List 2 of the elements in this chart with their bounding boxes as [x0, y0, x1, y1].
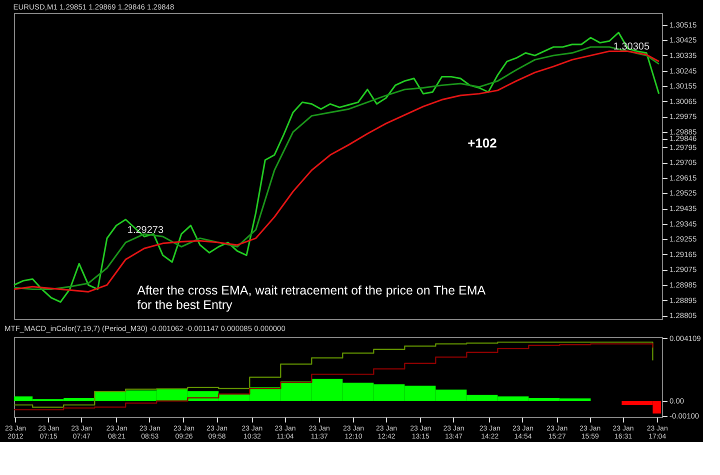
annotation: After the cross EMA, wait retracement of the price on The EMA for the best Entry [137, 283, 486, 312]
annotation: +102 [468, 136, 497, 151]
